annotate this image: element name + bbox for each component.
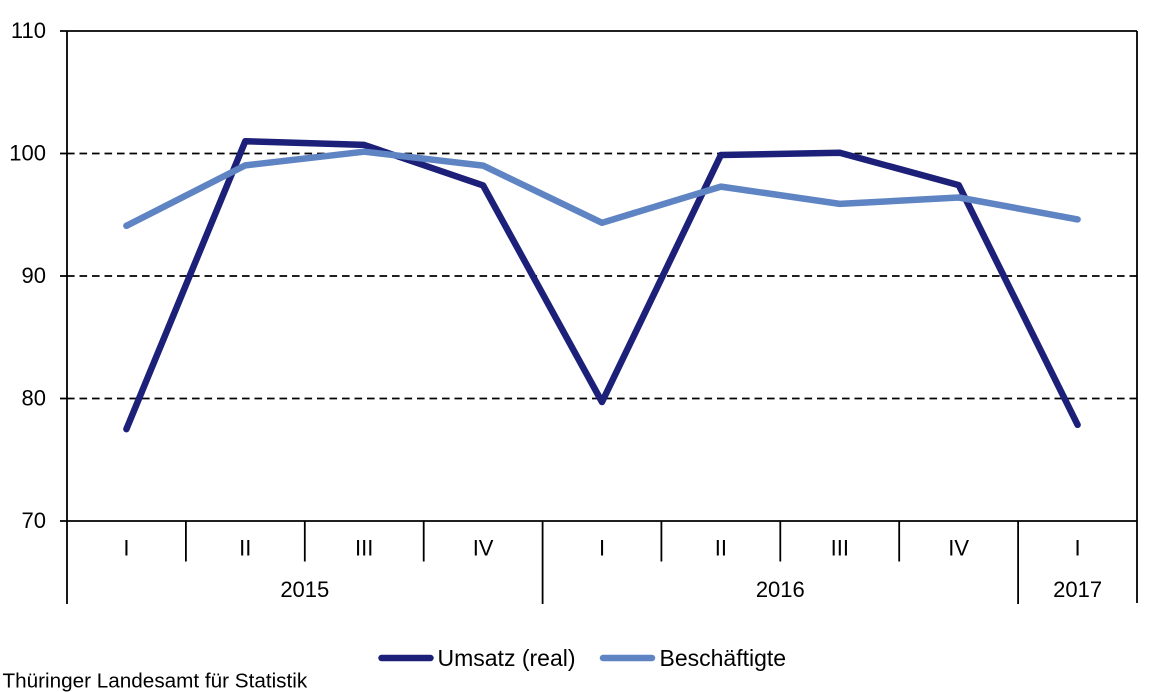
svg-text:90: 90	[22, 263, 46, 288]
svg-text:100: 100	[9, 140, 46, 165]
svg-text:III: III	[355, 536, 373, 561]
svg-text:Thüringer Landesamt für Statis: Thüringer Landesamt für Statistik	[3, 670, 308, 692]
svg-text:70: 70	[22, 508, 46, 533]
svg-text:I: I	[1075, 536, 1081, 561]
svg-text:II: II	[715, 536, 727, 561]
svg-text:IV: IV	[473, 536, 494, 561]
svg-text:I: I	[123, 536, 129, 561]
svg-text:2016: 2016	[756, 577, 805, 602]
svg-text:2015: 2015	[280, 577, 329, 602]
svg-text:I: I	[599, 536, 605, 561]
svg-text:Beschäftigte: Beschäftigte	[660, 645, 787, 671]
svg-text:IV: IV	[948, 536, 969, 561]
svg-text:II: II	[239, 536, 251, 561]
svg-text:110: 110	[11, 18, 46, 43]
svg-text:80: 80	[22, 385, 46, 410]
svg-text:Umsatz (real): Umsatz (real)	[438, 645, 576, 671]
svg-text:III: III	[831, 536, 849, 561]
svg-text:2017: 2017	[1053, 577, 1102, 602]
